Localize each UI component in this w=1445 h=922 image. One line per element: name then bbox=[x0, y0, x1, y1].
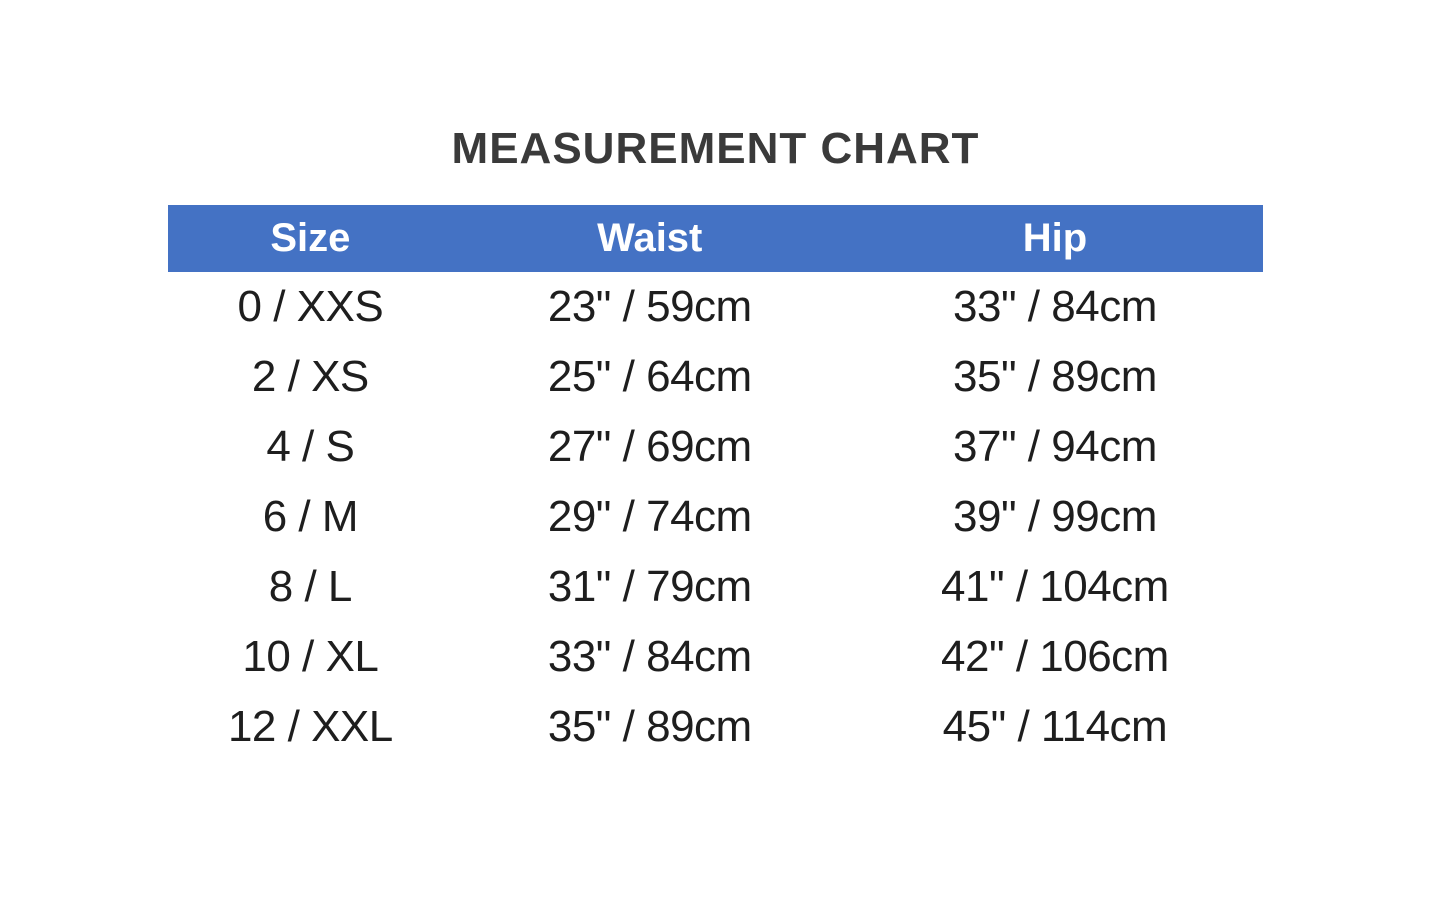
table-head: Size Waist Hip bbox=[168, 205, 1263, 272]
size-cell: 2 / XS bbox=[251, 352, 369, 401]
waist-cell: 35" / 89cm bbox=[547, 702, 752, 751]
column-header-hip: Hip bbox=[1022, 216, 1088, 260]
table-row: 8 / L 31" / 79cm 41" / 104cm bbox=[168, 552, 1263, 622]
size-cell: 12 / XXL bbox=[227, 702, 393, 751]
column-header-size: Size bbox=[270, 216, 351, 260]
waist-cell: 31" / 79cm bbox=[547, 562, 752, 611]
size-cell: 6 / M bbox=[262, 492, 359, 541]
hip-cell: 33" / 84cm bbox=[953, 282, 1157, 331]
hip-cell: 39" / 99cm bbox=[953, 492, 1157, 541]
waist-cell: 33" / 84cm bbox=[547, 632, 752, 681]
column-header-waist: Waist bbox=[597, 216, 703, 260]
page-title: MEASUREMENT CHART bbox=[451, 124, 980, 173]
table-row: 12 / XXL 35" / 89cm 45" / 114cm bbox=[168, 692, 1263, 762]
hip-cell: 42" / 106cm bbox=[941, 632, 1169, 681]
table-row: 2 / XS 25" / 64cm 35" / 89cm bbox=[168, 342, 1263, 412]
size-cell: 4 / S bbox=[266, 422, 355, 471]
size-cell: 10 / XL bbox=[242, 632, 379, 681]
hip-cell: 45" / 114cm bbox=[942, 702, 1168, 751]
table-body: 0 / XXS 23" / 59cm 33" / 84cm 2 / XS 25" / 6… bbox=[168, 272, 1263, 762]
waist-cell: 25" / 64cm bbox=[547, 352, 752, 401]
size-cell: 8 / L bbox=[268, 562, 353, 611]
waist-cell: 23" / 59cm bbox=[547, 282, 752, 331]
table-row: 10 / XL 33" / 84cm 42" / 106cm bbox=[168, 622, 1263, 692]
hip-cell: 37" / 94cm bbox=[953, 422, 1157, 471]
hip-cell: 35" / 89cm bbox=[953, 352, 1157, 401]
table-row: 4 / S 27" / 69cm 37" / 94cm bbox=[168, 412, 1263, 482]
table-row: 6 / M 29" / 74cm 39" / 99cm bbox=[168, 482, 1263, 552]
size-cell: 0 / XXS bbox=[237, 282, 384, 331]
measurement-table: Size Waist Hip 0 / XXS 23" / 59cm 33" / 84cm… bbox=[168, 205, 1263, 762]
waist-cell: 27" / 69cm bbox=[547, 422, 752, 471]
table-row: 0 / XXS 23" / 59cm 33" / 84cm bbox=[168, 272, 1263, 342]
hip-cell: 41" / 104cm bbox=[941, 562, 1169, 611]
table-header-row: Size Waist Hip bbox=[168, 205, 1263, 272]
waist-cell: 29" / 74cm bbox=[547, 492, 752, 541]
